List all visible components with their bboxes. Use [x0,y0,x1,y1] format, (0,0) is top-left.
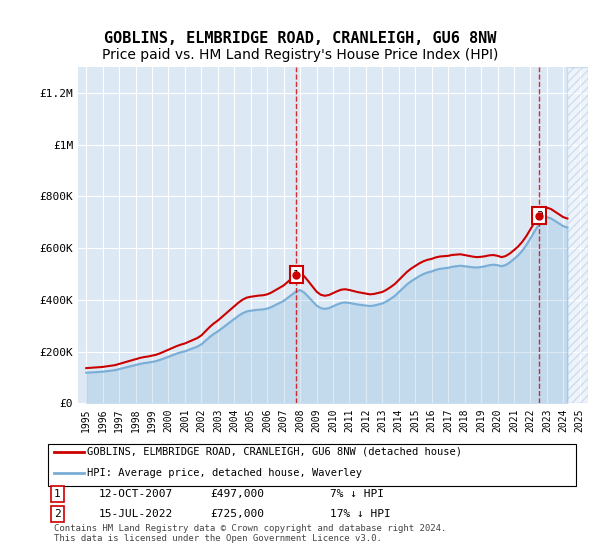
Text: HPI: Average price, detached house, Waverley: HPI: Average price, detached house, Wave… [87,468,362,478]
Text: £497,000: £497,000 [210,489,264,499]
Text: 7% ↓ HPI: 7% ↓ HPI [330,489,384,499]
Text: Contains HM Land Registry data © Crown copyright and database right 2024.
This d: Contains HM Land Registry data © Crown c… [54,524,446,543]
Bar [568,67,588,403]
Text: GOBLINS, ELMBRIDGE ROAD, CRANLEIGH, GU6 8NW (detached house): GOBLINS, ELMBRIDGE ROAD, CRANLEIGH, GU6 … [87,447,462,457]
Text: Price paid vs. HM Land Registry's House Price Index (HPI): Price paid vs. HM Land Registry's House … [102,48,498,62]
Text: £725,000: £725,000 [210,509,264,519]
Text: 1: 1 [54,489,61,499]
Text: 17% ↓ HPI: 17% ↓ HPI [330,509,391,519]
Text: 1: 1 [293,270,300,280]
Text: GOBLINS, ELMBRIDGE ROAD, CRANLEIGH, GU6 8NW: GOBLINS, ELMBRIDGE ROAD, CRANLEIGH, GU6 … [104,31,496,46]
Text: 2: 2 [54,509,61,519]
Text: 2: 2 [536,211,543,221]
Text: 15-JUL-2022: 15-JUL-2022 [99,509,173,519]
Text: 12-OCT-2007: 12-OCT-2007 [99,489,173,499]
